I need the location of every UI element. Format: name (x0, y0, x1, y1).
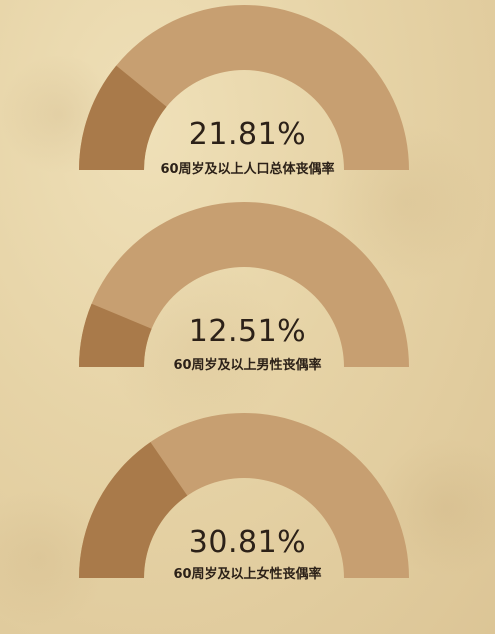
gauge-value-female: 30.81% (188, 525, 307, 560)
gauge-total: 21.81% 60周岁及以上人口总体丧偶率 (0, 0, 495, 200)
gauge-female: 30.81% 60周岁及以上女性丧偶率 (0, 408, 495, 608)
gauge-total-svg (79, 5, 409, 170)
gauge-fill-segment (79, 303, 152, 367)
gauge-fill-segment (79, 65, 167, 170)
gauge-label-male: 60周岁及以上男性丧偶率 (173, 358, 322, 373)
gauge-label-total: 60周岁及以上人口总体丧偶率 (160, 162, 335, 177)
gauge-track (79, 5, 409, 170)
gauge-label-female: 60周岁及以上女性丧偶率 (173, 567, 322, 582)
gauge-male: 12.51% 60周岁及以上男性丧偶率 (0, 197, 495, 397)
gauge-fill-segment (79, 442, 188, 578)
gauge-track (79, 413, 409, 578)
gauge-track (79, 202, 409, 367)
gauge-male-svg (79, 202, 409, 367)
gauge-female-svg (79, 413, 409, 578)
gauge-value-total: 21.81% (188, 117, 307, 152)
gauge-value-male: 12.51% (188, 314, 307, 349)
